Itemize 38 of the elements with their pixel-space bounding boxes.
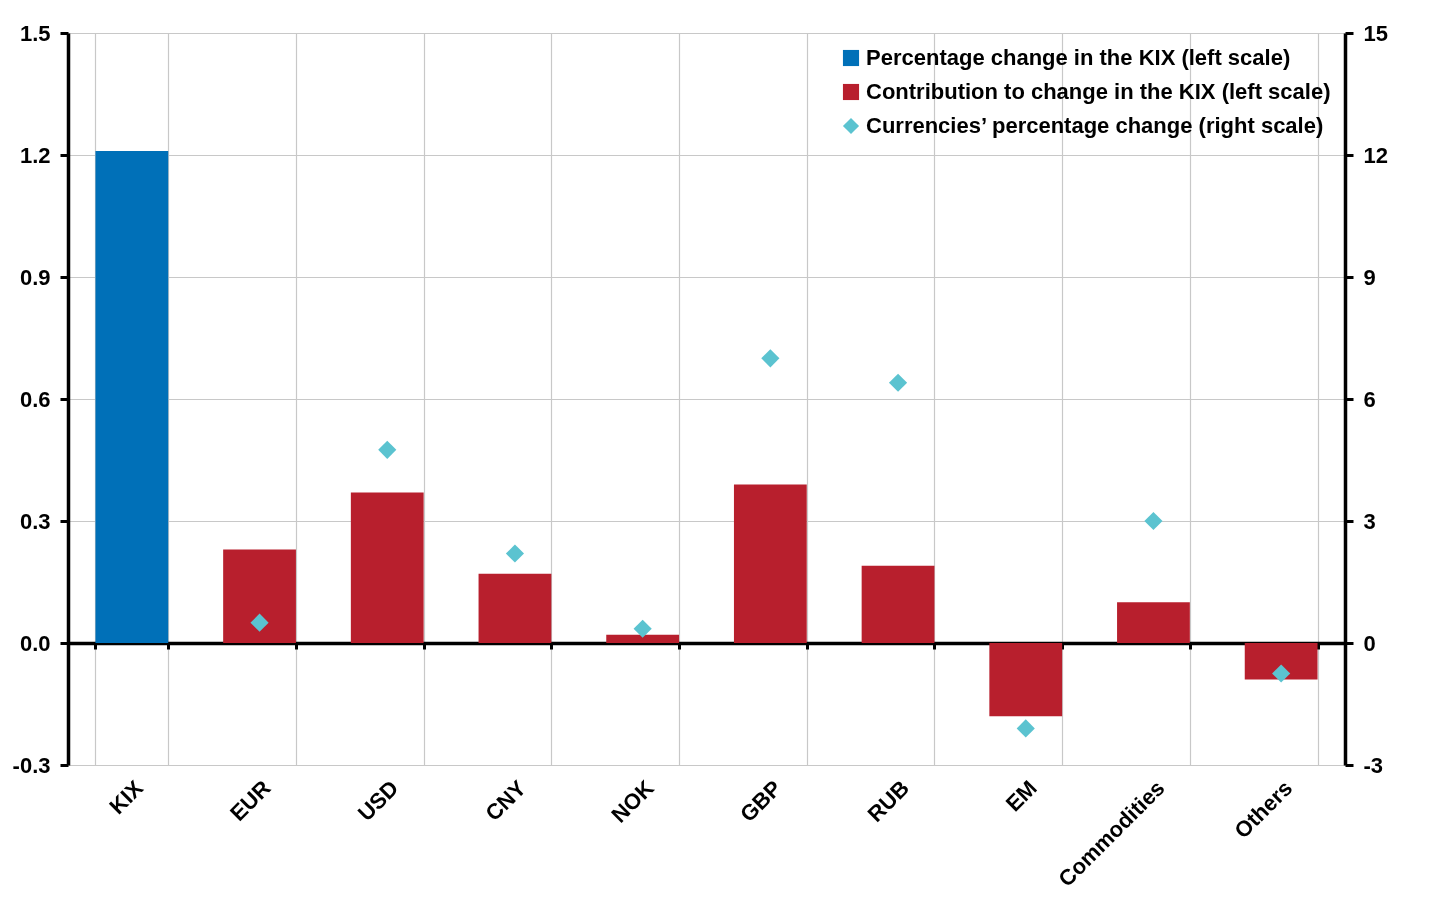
y-tick-label: 1.5 bbox=[19, 20, 51, 46]
y-tick-label: -0.3 bbox=[12, 752, 51, 778]
bar bbox=[350, 492, 424, 643]
point bbox=[378, 440, 397, 459]
y-tick-label: 0.9 bbox=[19, 264, 51, 290]
point bbox=[888, 373, 908, 392]
bar bbox=[1117, 602, 1190, 643]
legend-label: Currencies’ percentage change (right scale) bbox=[866, 113, 1324, 138]
x-tick-label: KIX bbox=[104, 775, 149, 819]
bar bbox=[478, 573, 552, 643]
point bbox=[505, 544, 525, 563]
bar bbox=[95, 150, 169, 643]
legend-label: Percentage change in the KIX (left scale) bbox=[866, 45, 1291, 70]
point bbox=[633, 619, 652, 638]
bar bbox=[1244, 643, 1318, 680]
point bbox=[1016, 719, 1035, 738]
y-tick-label: 0.0 bbox=[19, 630, 51, 656]
bar bbox=[989, 643, 1063, 717]
bar bbox=[223, 549, 296, 643]
y-tick-label: 0.6 bbox=[19, 386, 51, 412]
y2-tick-label: 9 bbox=[1363, 264, 1376, 290]
y2-tick-label: 3 bbox=[1363, 508, 1376, 534]
point bbox=[1272, 664, 1291, 683]
y2-tick-label: 6 bbox=[1363, 386, 1376, 412]
y2-tick-label: 12 bbox=[1363, 142, 1388, 168]
bar bbox=[733, 484, 807, 643]
point bbox=[1144, 511, 1163, 531]
bar bbox=[861, 565, 935, 643]
y-tick-label: 0.3 bbox=[19, 508, 51, 534]
y2-tick-label: 0 bbox=[1363, 630, 1376, 656]
x-tick-label: EM bbox=[1000, 775, 1042, 817]
y-tick-label: 1.2 bbox=[19, 142, 51, 168]
legend-label: Contribution to change in the KIX (left scale) bbox=[866, 79, 1331, 104]
y2-tick-label: 15 bbox=[1363, 20, 1388, 46]
bar bbox=[606, 634, 680, 643]
point bbox=[761, 349, 780, 368]
point bbox=[250, 613, 269, 632]
y2-tick-label: -3 bbox=[1363, 752, 1384, 778]
